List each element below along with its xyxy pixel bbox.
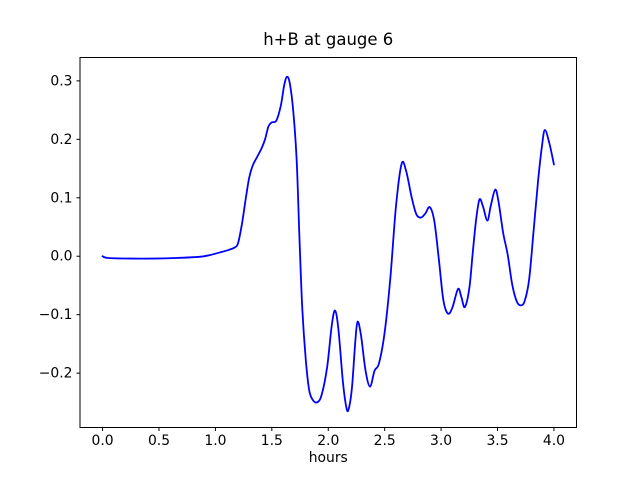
x-tick-label: 2.0 [317,433,339,449]
y-tick-label: 0.3 [50,73,72,89]
x-tick-label: 3.5 [486,433,508,449]
x-tick-label: 1.5 [261,433,283,449]
chart-title: h+B at gauge 6 [263,30,393,49]
y-tick-label: 0.1 [50,190,72,206]
x-tick-label: 1.0 [204,433,226,449]
axes-frame [79,57,577,428]
y-tick-label: −0.1 [39,307,73,323]
y-tick-label: 0.2 [50,132,72,148]
x-tick-label: 2.5 [374,433,396,449]
x-axis-label: hours [309,450,348,466]
y-tick-label: −0.2 [39,366,73,382]
y-tick-label: 0.0 [50,249,72,265]
x-tick-label: 0.5 [148,433,170,449]
x-tick-label: 3.0 [430,433,452,449]
x-tick-label: 0.0 [92,433,114,449]
axes-layer: 0.0 0.5 1.0 1.5 2.0 2.5 3.0 3.5 4.0 −0.2 −0.1 0.0 0.… [39,57,577,449]
x-tick-label: 4.0 [543,433,565,449]
data-line [101,75,555,413]
